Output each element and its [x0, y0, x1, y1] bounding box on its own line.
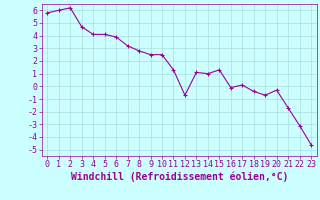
X-axis label: Windchill (Refroidissement éolien,°C): Windchill (Refroidissement éolien,°C): [70, 172, 288, 182]
